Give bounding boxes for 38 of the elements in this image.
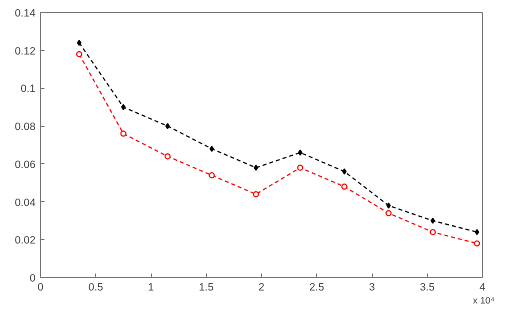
y-tick-label: 0.1 bbox=[20, 83, 36, 96]
x-tick-label: 0 bbox=[38, 282, 44, 294]
x-tick-label: 1 bbox=[148, 282, 154, 294]
point bbox=[252, 191, 260, 198]
y-tick-label: 0.08 bbox=[14, 121, 36, 134]
point bbox=[430, 228, 436, 236]
x-tick-label: 2 bbox=[258, 282, 265, 294]
point bbox=[208, 172, 215, 178]
point bbox=[120, 130, 126, 137]
x-tick-label: 1.5 bbox=[198, 282, 214, 294]
point bbox=[341, 184, 348, 190]
x-tick-label: 3 bbox=[369, 282, 376, 294]
point bbox=[342, 168, 347, 175]
point bbox=[121, 104, 126, 110]
text: x 10⁴ bbox=[472, 296, 494, 306]
point bbox=[474, 240, 480, 247]
point bbox=[210, 146, 214, 152]
point bbox=[474, 228, 480, 236]
y-tick-label: 0.14 bbox=[14, 8, 36, 20]
point bbox=[297, 164, 304, 171]
y-tick-label: 0.06 bbox=[14, 158, 36, 171]
y-tick-label: 0.02 bbox=[14, 234, 36, 247]
point bbox=[76, 51, 82, 58]
point bbox=[165, 122, 170, 130]
y-tick-label: 0.12 bbox=[14, 45, 36, 58]
point bbox=[254, 164, 258, 171]
x-tick-label: 0.5 bbox=[88, 282, 104, 294]
x-tick-label: 4 bbox=[480, 282, 486, 294]
y-tick-label: 0 bbox=[30, 272, 36, 284]
point bbox=[385, 210, 392, 216]
point bbox=[164, 153, 171, 160]
x-tick-label: 2.5 bbox=[309, 282, 324, 294]
x-tick-label: 3.5 bbox=[420, 282, 435, 294]
point bbox=[386, 202, 391, 209]
point bbox=[76, 40, 82, 46]
y-tick-label: 0.04 bbox=[14, 196, 36, 209]
point bbox=[430, 218, 436, 224]
point bbox=[298, 149, 302, 156]
